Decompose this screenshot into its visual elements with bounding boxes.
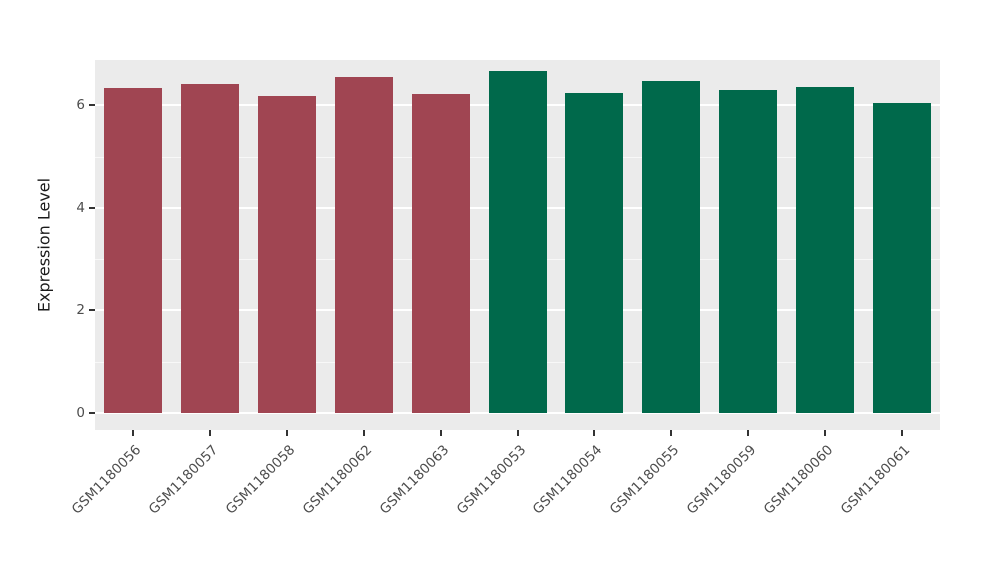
y-tick-mark: [89, 104, 95, 107]
bar: [181, 83, 240, 413]
bar: [718, 89, 777, 413]
x-tick-mark: [593, 430, 596, 436]
bar: [642, 80, 701, 413]
y-tick-label: 2: [76, 302, 85, 319]
bar: [795, 87, 854, 413]
bar: [258, 95, 317, 413]
y-tick-label: 6: [76, 97, 85, 114]
x-tick-label: GSM1180057: [146, 442, 222, 518]
bar: [411, 93, 470, 413]
x-tick-label: GSM1180056: [69, 442, 145, 518]
x-tick-mark: [900, 430, 903, 436]
x-tick-mark: [670, 430, 673, 436]
x-tick-mark: [362, 430, 365, 436]
x-tick-label: GSM1180061: [837, 442, 913, 518]
bar: [334, 77, 393, 413]
y-tick-mark: [89, 412, 95, 414]
x-tick-label: GSM1180062: [299, 442, 376, 518]
y-tick-label: 0: [76, 405, 85, 421]
y-tick-mark: [89, 309, 95, 312]
y-axis-title: Expression Level: [34, 177, 54, 313]
x-tick-label: GSM1180058: [222, 442, 299, 518]
x-tick-mark: [439, 430, 442, 436]
x-tick-mark: [823, 430, 826, 436]
x-tick-label: GSM1180054: [530, 442, 606, 518]
plot-panel: [95, 60, 940, 430]
x-tick-label: GSM1180059: [683, 442, 760, 518]
x-tick-mark: [286, 430, 289, 436]
y-tick-label: 4: [76, 199, 85, 216]
x-tick-mark: [132, 430, 135, 436]
x-tick-mark: [516, 430, 519, 436]
x-tick-label: GSM1180053: [453, 442, 529, 518]
bar: [104, 88, 163, 413]
x-tick-label: GSM1180063: [376, 442, 452, 518]
bar: [872, 102, 931, 413]
x-tick-mark: [746, 430, 749, 436]
bar: [565, 93, 624, 413]
x-tick-label: GSM1180060: [760, 442, 837, 518]
x-tick-label: GSM1180055: [606, 442, 683, 518]
y-tick-mark: [89, 206, 95, 209]
major-gridline: [95, 412, 940, 414]
x-tick-mark: [209, 430, 212, 436]
bar: [488, 70, 547, 413]
